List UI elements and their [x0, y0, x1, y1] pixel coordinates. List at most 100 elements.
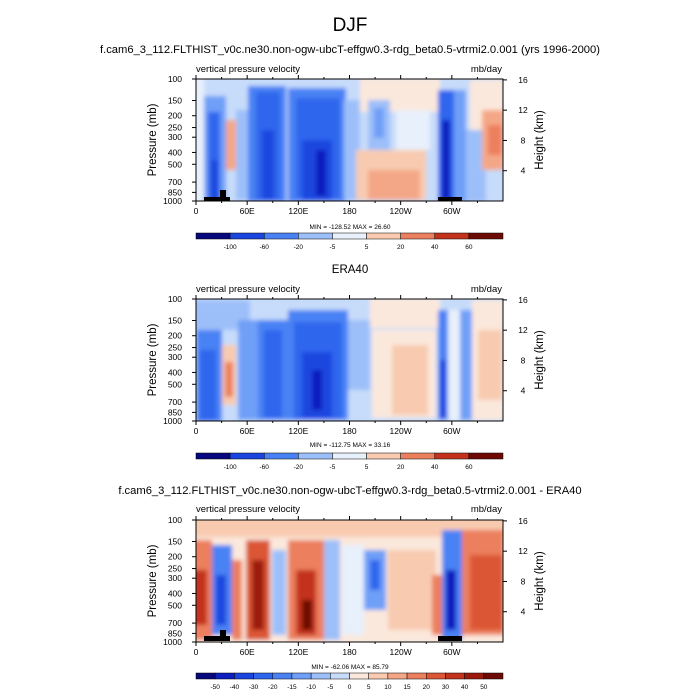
colorbar-label: 20	[397, 464, 405, 471]
colorbar-label: 10	[384, 684, 392, 691]
panel-model-topography	[204, 190, 462, 201]
x-tick-label: 60W	[443, 647, 460, 657]
colorbar-label: -60	[260, 464, 270, 471]
y-tick-label: 300	[168, 573, 182, 583]
colorbar-box	[434, 452, 470, 460]
colorbar-box	[195, 672, 216, 680]
colorbar-label: 60	[465, 464, 473, 471]
figure-title: DJF	[333, 15, 368, 36]
panel-model-colorbar: -100 -60 -20 -5 5 20 40 60	[195, 232, 504, 251]
height-tick-label: 4	[521, 386, 526, 396]
y-tick-label: 200	[168, 331, 182, 341]
colorbar-label: -20	[294, 244, 304, 251]
panel-diff-field	[196, 520, 503, 642]
panel-model-field	[196, 79, 503, 201]
colorbar-box	[426, 672, 446, 680]
panel-era40-ylabel-right: Height (km)	[534, 330, 546, 390]
height-tick-label: 4	[521, 166, 526, 176]
height-tick-label: 4	[521, 607, 526, 617]
colorbar-label: -15	[287, 684, 297, 691]
panel-diff-units: mb/day	[471, 504, 502, 515]
y-tick-label: 250	[168, 343, 182, 353]
colorbar-box	[368, 672, 389, 680]
panel-era40-ylabel: Pressure (mb)	[147, 323, 159, 396]
x-tick-label: 180	[342, 206, 356, 216]
panel-diff-ylabel: Pressure (mb)	[147, 544, 159, 617]
y-tick-label: 400	[168, 588, 182, 598]
panel-diff-ylabel-right: Height (km)	[534, 551, 546, 611]
y-tick-label: 100	[168, 515, 182, 525]
colorbar-box	[291, 672, 312, 680]
colorbar-box	[263, 452, 299, 460]
panel-diff-variable: vertical pressure velocity	[196, 504, 300, 515]
height-tick-label: 16	[518, 295, 528, 305]
colorbar-box	[332, 232, 367, 240]
y-tick-label: 100	[168, 294, 182, 304]
colorbar-box	[310, 672, 331, 680]
colorbar-box	[272, 672, 293, 680]
panel-model-ylabel-right: Height (km)	[534, 110, 546, 170]
colorbar-box	[195, 232, 231, 240]
colorbar-label: 0	[348, 684, 352, 691]
colorbar-box	[366, 452, 401, 460]
y-tick-label: 700	[168, 397, 182, 407]
x-tick-label: 120E	[288, 647, 308, 657]
colorbar-label: 20	[397, 244, 405, 251]
colorbar-box	[229, 452, 265, 460]
panel-era40-units: mb/day	[471, 284, 502, 295]
y-tick-label: 200	[168, 111, 182, 121]
colorbar-label: -10	[306, 684, 316, 691]
colorbar-box	[366, 232, 401, 240]
colorbar-box	[468, 232, 504, 240]
x-tick-label: 60W	[443, 426, 460, 436]
colorbar-box	[263, 232, 299, 240]
y-tick-label: 700	[168, 177, 182, 187]
y-tick-label: 500	[168, 600, 182, 610]
panel-model-minmax: MIN = -128.52 MAX = 26.60	[310, 224, 391, 231]
colorbar-box	[468, 452, 504, 460]
y-tick-label: 850	[168, 407, 182, 417]
colorbar-box	[298, 452, 333, 460]
y-tick-label: 100	[168, 74, 182, 84]
colorbar-box	[445, 672, 465, 680]
height-tick-label: 12	[518, 105, 528, 115]
x-tick-label: 120W	[390, 426, 412, 436]
y-tick-label: 850	[168, 628, 182, 638]
x-tick-label: 0	[194, 426, 199, 436]
y-tick-label: 500	[168, 379, 182, 389]
y-tick-label: 150	[168, 315, 182, 325]
colorbar-box	[298, 232, 333, 240]
colorbar-label: 5	[367, 684, 371, 691]
panel-era40: vertical pressure velocity mb/day	[147, 284, 546, 471]
colorbar-box	[464, 672, 485, 680]
x-tick-label: 60W	[443, 206, 460, 216]
x-tick-label: 120W	[390, 647, 412, 657]
panel-era40-field	[196, 299, 503, 421]
y-tick-label: 300	[168, 132, 182, 142]
colorbar-box	[332, 452, 367, 460]
height-tick-label: 16	[518, 75, 528, 85]
panel-diff-minmax: MIN = -62.06 MAX = 85.79	[311, 664, 389, 671]
colorbar-label: 60	[465, 244, 473, 251]
panel-diff-colorbar: -50 -40 -30 -20 -15 -10 -5 0 5 10 15 20 30 40 50	[195, 672, 504, 691]
diff-title: f.cam6_3_112.FLTHIST_v0c.ne30.non-ogw-ub…	[118, 485, 581, 497]
colorbar-label: -5	[327, 684, 333, 691]
x-tick-label: 120W	[390, 206, 412, 216]
colorbar-box	[253, 672, 273, 680]
x-tick-label: 60E	[240, 426, 255, 436]
colorbar-label: 15	[403, 684, 411, 691]
y-tick-label: 1000	[163, 637, 182, 647]
panel-era40-variable: vertical pressure velocity	[196, 284, 300, 295]
height-tick-label: 8	[521, 355, 526, 365]
colorbar-box	[387, 672, 408, 680]
colorbar-box	[483, 672, 504, 680]
colorbar-box	[330, 672, 350, 680]
colorbar-box	[195, 452, 231, 460]
colorbar-box	[400, 232, 436, 240]
colorbar-label: -100	[224, 464, 237, 471]
y-tick-label: 400	[168, 147, 182, 157]
x-tick-label: 60E	[240, 647, 255, 657]
